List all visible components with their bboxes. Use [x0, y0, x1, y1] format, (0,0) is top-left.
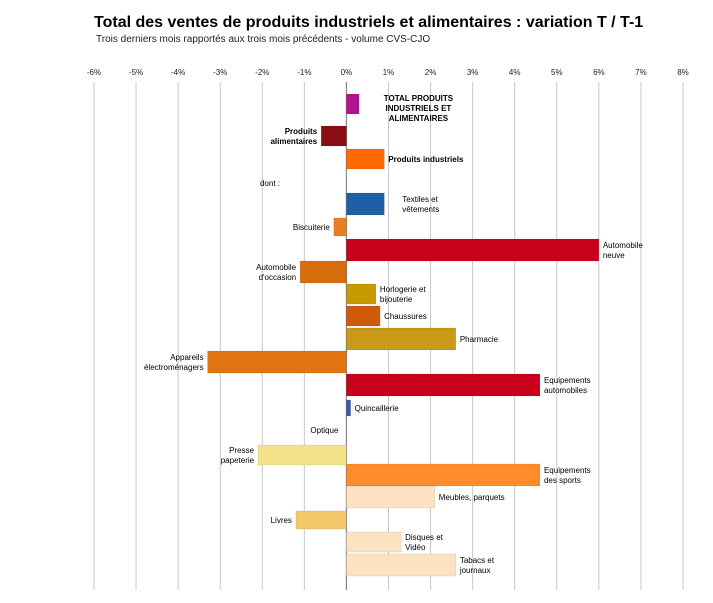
bar — [299, 260, 347, 284]
bar — [346, 553, 457, 577]
bar — [295, 510, 347, 530]
chart-title: Total des ventes de produits industriels… — [94, 14, 644, 31]
bar — [346, 283, 377, 305]
bar-label: Livres — [271, 516, 292, 525]
bar-label: Tabacs et journaux — [459, 556, 495, 575]
x-tick-label: -3% — [213, 68, 227, 77]
x-tick-label: 7% — [635, 68, 647, 77]
x-tick-label: 5% — [551, 68, 563, 77]
bar — [346, 327, 457, 351]
bar-label: Chaussures — [384, 312, 427, 321]
bar — [346, 93, 360, 115]
bar — [207, 350, 347, 374]
bar-label: Equipements des sports — [544, 466, 591, 485]
x-tick-label: -2% — [255, 68, 269, 77]
bar — [346, 238, 600, 262]
bar-label: Biscuiterie — [293, 223, 330, 232]
bar — [346, 148, 385, 170]
bar — [346, 192, 385, 216]
bar — [346, 485, 436, 509]
bar — [346, 373, 541, 397]
bar-label: Meubles, parquets — [439, 493, 505, 502]
bar — [346, 531, 402, 553]
bar-label: Optique — [310, 426, 339, 435]
bar-label: Equipements automobiles — [544, 376, 591, 395]
bar-label: Automobile d'occasion — [256, 263, 297, 282]
bar-label: Pharmacie — [460, 335, 499, 344]
bar — [320, 125, 347, 147]
chart-subtitle: Trois derniers mois rapportés aux trois … — [96, 34, 431, 45]
x-tick-label: -6% — [87, 68, 101, 77]
bar-label: Horlogerie et bijouterie — [380, 285, 427, 304]
x-tick-label: 0% — [341, 68, 353, 77]
x-tick-label: 4% — [509, 68, 521, 77]
bar-label: Quincaillerie — [355, 404, 400, 413]
bar — [346, 463, 541, 487]
bar-label: dont : — [260, 179, 280, 188]
bar-label: Produits industriels — [388, 155, 464, 164]
x-tick-label: 6% — [593, 68, 605, 77]
x-tick-label: 8% — [677, 68, 689, 77]
bar-label: Disques et Vidéo — [405, 533, 444, 552]
bar-label: Produits alimentaires — [270, 127, 317, 146]
x-tick-label: 1% — [383, 68, 395, 77]
bar-label: Automobile neuve — [603, 241, 644, 260]
x-tick-label: -5% — [129, 68, 143, 77]
bar-label: Textiles et vêtements — [402, 195, 439, 214]
bar-label: Appareils électroménagers — [144, 353, 204, 372]
bar — [333, 217, 347, 237]
bar — [346, 305, 381, 327]
bar-label: TOTAL PRODUITS INDUSTRIELS ET ALIMENTAIRES — [384, 94, 454, 123]
x-tick-label: -4% — [171, 68, 185, 77]
x-tick-label: -1% — [297, 68, 311, 77]
bar — [346, 399, 351, 417]
bar — [257, 444, 347, 466]
bar-label: Presse papeterie — [221, 446, 255, 465]
x-tick-label: 2% — [425, 68, 437, 77]
x-tick-label: 3% — [467, 68, 479, 77]
